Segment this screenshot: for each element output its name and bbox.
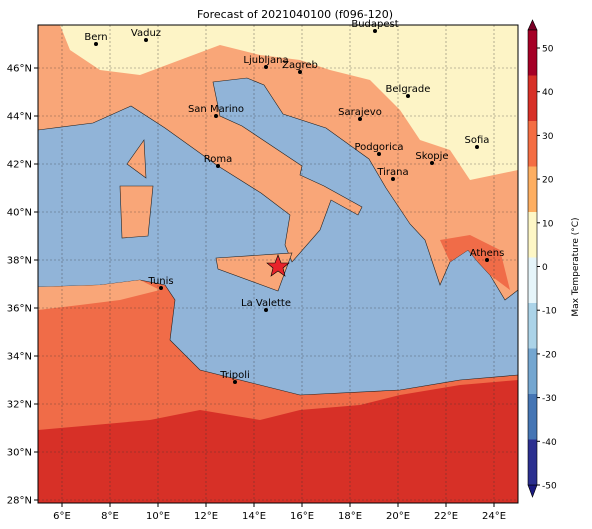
title: Forecast of 2021040100 (f096-120): [197, 8, 393, 21]
city-dot: [406, 94, 410, 98]
city-label: Ljubljana: [243, 55, 288, 66]
city-dot: [94, 42, 98, 46]
colorbar-label: Max Temperature (°C): [571, 217, 581, 316]
colorbar-extend: [527, 484, 538, 498]
colorbar-tick-label: -30: [542, 394, 557, 404]
greece-warm: [440, 235, 510, 290]
colorbar-frame: [527, 29, 538, 486]
city-label: Budapest: [351, 19, 398, 30]
colorbar-band: [528, 30, 537, 76]
colorbar-tick-label: -40: [542, 438, 557, 448]
city-dot: [373, 29, 377, 33]
x-tick-label: 20°E: [386, 511, 410, 522]
corsica: [126, 139, 147, 179]
city-dot: [391, 177, 395, 181]
colorbar-tick-label: 20: [542, 176, 554, 186]
x-tick-label: 12°E: [194, 511, 218, 522]
city-label: Vaduz: [131, 28, 161, 39]
city-label: Bern: [84, 32, 107, 43]
africa-coast: [38, 280, 160, 310]
colorbar-tick-label: -50: [542, 482, 557, 492]
y-tick-label: 40°N: [7, 208, 32, 219]
sardinia: [119, 185, 154, 239]
y-tick-label: 36°N: [7, 304, 32, 315]
sicily: [215, 252, 293, 292]
city-label: Belgrade: [386, 84, 431, 95]
city-label: Zagreb: [282, 60, 318, 71]
graticule: [38, 25, 518, 503]
y-tick-label: 38°N: [7, 256, 32, 267]
city-dot: [377, 152, 381, 156]
city-label: Athens: [470, 248, 505, 259]
colorbar-band: [528, 75, 537, 121]
city-label: Tunis: [147, 276, 173, 287]
colorbar-tick-label: -20: [542, 350, 557, 360]
x-tick-label: 24°E: [482, 511, 506, 522]
city-dot: [475, 145, 479, 149]
colorbar: 50 40 30 20 10 0 -10 -20 -30 -40 -50: [527, 19, 557, 498]
city-dot: [216, 164, 220, 168]
x-tick-label: 22°E: [434, 511, 458, 522]
city-dot: [485, 258, 489, 262]
city-label: La Valette: [241, 298, 291, 309]
city-dot: [264, 65, 268, 69]
city-dot: [214, 114, 218, 118]
colorbar-tick-label: -10: [542, 307, 557, 317]
city-dot: [264, 308, 268, 312]
city-label: Roma: [204, 154, 233, 165]
colorbar-tick-label: 50: [542, 45, 554, 55]
city-label: Skopje: [415, 151, 448, 162]
colorbar-band: [528, 303, 537, 349]
city-dot: [430, 161, 434, 165]
y-tick-label: 28°N: [7, 496, 32, 507]
x-tick-label: 10°E: [146, 511, 170, 522]
star-marker: [266, 254, 290, 277]
city-label: Tripoli: [219, 370, 250, 381]
colorbar-tick-label: 30: [542, 132, 554, 142]
colorbar-tick-label: 0: [542, 263, 548, 273]
colorbar-band: [528, 257, 537, 303]
colorbar-band: [528, 439, 537, 485]
colorbar-extend: [527, 19, 538, 31]
city-label: Sofia: [465, 135, 490, 146]
city-dot: [144, 38, 148, 42]
y-tick-label: 46°N: [7, 64, 32, 75]
cool-zone: [60, 25, 518, 180]
colorbar-tick-label: 40: [542, 88, 554, 98]
colorbar-band: [528, 348, 537, 394]
y-tick-label: 44°N: [7, 112, 32, 123]
city-label: Podgorica: [354, 142, 403, 153]
x-tick-label: 16°E: [290, 511, 314, 522]
colorbar-band: [528, 212, 537, 258]
x-tick-label: 6°E: [53, 511, 71, 522]
y-tick-label: 30°N: [7, 448, 32, 459]
y-tick-label: 32°N: [7, 400, 32, 411]
colorbar-band: [528, 121, 537, 167]
city-label: Sarajevo: [338, 107, 382, 118]
colorbar-band: [528, 166, 537, 212]
city-dot: [159, 286, 163, 290]
city-dot: [233, 380, 237, 384]
city-dot: [298, 70, 302, 74]
map-frame: [37, 24, 519, 504]
x-tick-label: 8°E: [101, 511, 119, 522]
city-label: Tirana: [376, 167, 408, 178]
y-tick-label: 42°N: [7, 160, 32, 171]
colorbar-band: [528, 394, 537, 440]
city-label: San Marino: [188, 104, 244, 115]
city-dot: [358, 117, 362, 121]
colorbar-tick-label: 10: [542, 219, 554, 229]
x-tick-label: 14°E: [242, 511, 266, 522]
y-tick-label: 34°N: [7, 352, 32, 363]
x-tick-label: 18°E: [338, 511, 362, 522]
